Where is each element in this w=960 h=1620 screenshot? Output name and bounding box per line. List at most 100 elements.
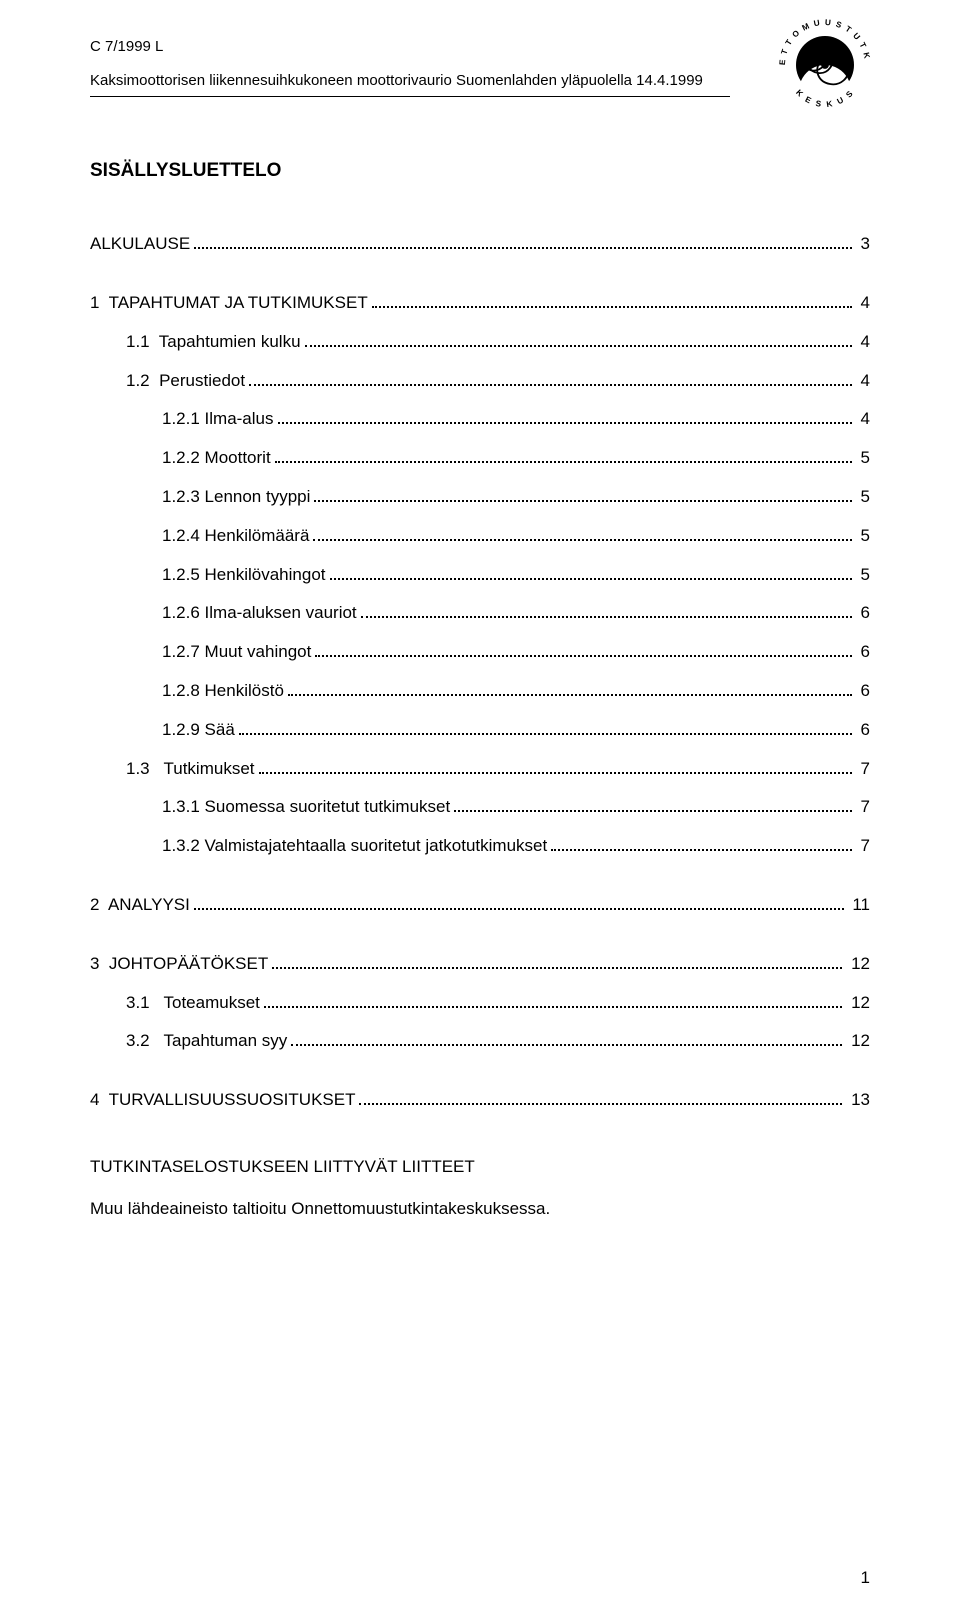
toc-entry-label: 1.2.6 Ilma-aluksen vauriot	[162, 603, 357, 623]
header-rule	[90, 96, 730, 97]
toc-entry-label: 1.2.5 Henkilövahingot	[162, 565, 326, 585]
toc-entry-page: 6	[856, 603, 870, 623]
toc-entry-label: 3.2 Tapahtuman syy	[126, 1031, 287, 1051]
toc-leader-dots	[239, 718, 852, 735]
toc-entry-page: 6	[856, 720, 870, 740]
toc-entry: 1.3.2 Valmistajatehtaalla suoritetut jat…	[90, 834, 870, 856]
toc-entry-page: 4	[856, 293, 870, 313]
toc-leader-dots	[194, 232, 852, 249]
toc-entry-label: 4 TURVALLISUUSSUOSITUKSET	[90, 1090, 355, 1110]
toc-entry: 1.2.5 Henkilövahingot 5	[90, 562, 870, 584]
toc-title: SISÄLLYSLUETTELO	[90, 160, 870, 182]
toc-entry-page: 12	[846, 993, 870, 1013]
page-number: 1	[861, 1568, 870, 1588]
toc-entry-page: 4	[856, 409, 870, 429]
toc-entry-label: 1.2.8 Henkilöstö	[162, 681, 284, 701]
toc-entry-page: 5	[856, 448, 870, 468]
page-header: C 7/1999 L Kaksimoottorisen liikennesuih…	[90, 30, 870, 100]
document-subtitle: Kaksimoottorisen liikennesuihkukoneen mo…	[90, 72, 703, 89]
table-of-contents: ALKULAUSE 3 1 TAPAHTUMAT JA TUTKIMUKSET 4…	[90, 232, 870, 1147]
toc-entry-page: 13	[846, 1090, 870, 1110]
toc-entry-label: 1.2.4 Henkilömäärä	[162, 526, 309, 546]
toc-entry-page: 5	[856, 487, 870, 507]
toc-entry-label: 1.3 Tutkimukset	[126, 759, 255, 779]
toc-entry: 4 TURVALLISUUSSUOSITUKSET 13	[90, 1088, 870, 1110]
toc-entry: 1.2.3 Lennon tyyppi 5	[90, 485, 870, 507]
toc-entry-page: 4	[856, 371, 870, 391]
toc-entry: 1.3.1 Suomessa suoritetut tutkimukset 7	[90, 795, 870, 817]
toc-entry: 1.2.4 Henkilömäärä 5	[90, 524, 870, 546]
toc-leader-dots	[305, 330, 852, 347]
toc-gap	[90, 873, 870, 893]
toc-entry: 1.1 Tapahtumien kulku 4	[90, 330, 870, 352]
toc-entry-page: 5	[856, 526, 870, 546]
toc-entry-page: 7	[856, 836, 870, 856]
document-id: C 7/1999 L	[90, 38, 163, 55]
toc-entry: 2 ANALYYSI 11	[90, 893, 870, 915]
page: C 7/1999 L Kaksimoottorisen liikennesuih…	[0, 0, 960, 1620]
toc-leader-dots	[194, 893, 844, 910]
toc-entry: 1.3 Tutkimukset 7	[90, 756, 870, 778]
toc-entry-label: 1.2.2 Moottorit	[162, 448, 271, 468]
toc-entry: 1.2.1 Ilma-alus 4	[90, 407, 870, 429]
toc-entry: 1 TAPAHTUMAT JA TUTKIMUKSET 4	[90, 291, 870, 313]
toc-entry-page: 11	[848, 895, 870, 915]
toc-entry-label: 1.1 Tapahtumien kulku	[126, 332, 301, 352]
toc-entry-page: 7	[856, 759, 870, 779]
toc-leader-dots	[551, 834, 852, 851]
toc-entry-page: 6	[856, 642, 870, 662]
toc-entry-label: 1.2.1 Ilma-alus	[162, 409, 274, 429]
toc-entry: 3.1 Toteamukset 12	[90, 990, 870, 1012]
toc-entry-page: 5	[856, 565, 870, 585]
toc-leader-dots	[313, 524, 851, 541]
agency-logo: O N N E T T O M U U S T U T K I N T A K …	[770, 10, 880, 125]
toc-leader-dots	[272, 952, 842, 969]
toc-gap	[90, 1127, 870, 1147]
toc-entry-label: 1 TAPAHTUMAT JA TUTKIMUKSET	[90, 293, 368, 313]
appendix-heading: TUTKINTASELOSTUKSEEN LIITTYVÄT LIITTEET	[90, 1157, 870, 1177]
toc-entry-label: 3.1 Toteamukset	[126, 993, 260, 1013]
toc-leader-dots	[288, 679, 852, 696]
toc-entry: 1.2.2 Moottorit 5	[90, 446, 870, 468]
toc-leader-dots	[249, 368, 852, 385]
toc-entry-label: 1.2 Perustiedot	[126, 371, 245, 391]
toc-leader-dots	[359, 1088, 842, 1105]
toc-entry: 1.2 Perustiedot 4	[90, 368, 870, 390]
toc-entry: 1.2.8 Henkilöstö 6	[90, 679, 870, 701]
toc-entry-label: 1.3.2 Valmistajatehtaalla suoritetut jat…	[162, 836, 547, 856]
toc-gap	[90, 932, 870, 952]
toc-entry-label: 2 ANALYYSI	[90, 895, 190, 915]
toc-entry-page: 12	[846, 954, 870, 974]
toc-entry: 3 JOHTOPÄÄTÖKSET 12	[90, 952, 870, 974]
toc-entry-page: 6	[856, 681, 870, 701]
appendix-text: Muu lähdeaineisto taltioitu Onnettomuust…	[90, 1199, 870, 1219]
toc-entry-page: 3	[856, 234, 870, 254]
toc-entry: 1.2.9 Sää 6	[90, 718, 870, 740]
toc-leader-dots	[315, 640, 851, 657]
toc-leader-dots	[361, 601, 852, 618]
toc-leader-dots	[264, 990, 842, 1007]
toc-entry: ALKULAUSE 3	[90, 232, 870, 254]
toc-entry-page: 12	[846, 1031, 870, 1051]
toc-leader-dots	[291, 1029, 842, 1046]
toc-gap	[90, 1068, 870, 1088]
toc-entry-page: 4	[856, 332, 870, 352]
toc-entry-label: 1.2.9 Sää	[162, 720, 235, 740]
toc-gap	[90, 271, 870, 291]
toc-entry: 1.2.6 Ilma-aluksen vauriot 6	[90, 601, 870, 623]
toc-leader-dots	[314, 485, 851, 502]
toc-leader-dots	[330, 562, 852, 579]
toc-leader-dots	[275, 446, 852, 463]
toc-leader-dots	[454, 795, 852, 812]
toc-entry-page: 7	[856, 797, 870, 817]
toc-entry: 3.2 Tapahtuman syy 12	[90, 1029, 870, 1051]
toc-leader-dots	[278, 407, 852, 424]
toc-entry-label: 3 JOHTOPÄÄTÖKSET	[90, 954, 268, 974]
toc-entry-label: 1.2.7 Muut vahingot	[162, 642, 311, 662]
toc-entry-label: ALKULAUSE	[90, 234, 190, 254]
toc-leader-dots	[259, 756, 852, 773]
toc-entry-label: 1.3.1 Suomessa suoritetut tutkimukset	[162, 797, 450, 817]
toc-entry: 1.2.7 Muut vahingot 6	[90, 640, 870, 662]
toc-entry-label: 1.2.3 Lennon tyyppi	[162, 487, 310, 507]
toc-leader-dots	[372, 291, 852, 308]
